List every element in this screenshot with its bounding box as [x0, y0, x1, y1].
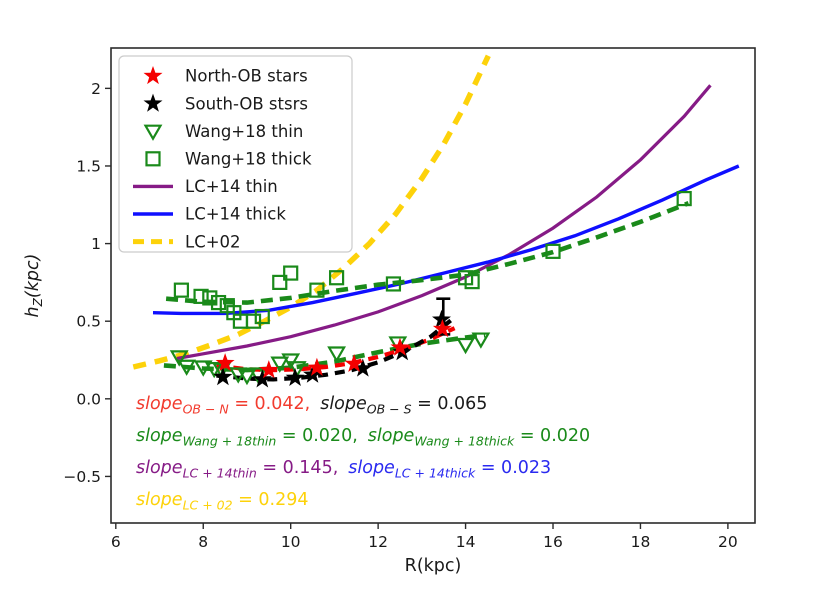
slope-annotation-1: slopeOB − N = 0.042, slopeOB − S = 0.065: [136, 394, 487, 417]
legend-label: North-OB stars: [185, 67, 308, 86]
wang18-thick-marker: [464, 274, 480, 290]
wang18-thin-marker: [456, 337, 475, 355]
legend-label: LC+14 thick: [185, 205, 286, 224]
wang18-thick-marker: [210, 294, 227, 311]
series-lc14-thin: [176, 84, 712, 361]
wang18-thin-marker: [327, 346, 347, 363]
x-tick-label: 10: [281, 533, 301, 551]
legend-label: South-OB stsrs: [185, 94, 308, 113]
wang18-thick-marker: [173, 282, 189, 298]
north-ob-marker: [259, 360, 279, 379]
x-tick-label: 16: [543, 533, 563, 551]
legend-entry-lc-02: LC+02: [133, 232, 241, 251]
wang18-thin-marker: [177, 359, 197, 376]
x-tick-label: 12: [368, 533, 388, 551]
y-tick-label: 0.5: [76, 313, 101, 331]
wang18-thin-marker: [193, 360, 213, 377]
north-ob-marker: [215, 353, 235, 372]
wang18-thin-marker: [281, 353, 301, 370]
plot-border: [110, 47, 756, 524]
legend-marker: [143, 93, 163, 112]
legend-label: Wang+18 thick: [185, 150, 312, 169]
wang18-thick-marker: [202, 290, 218, 306]
x-tick-label: 6: [111, 533, 121, 551]
wang18-thin-fit-line: [163, 332, 486, 373]
legend-entry-north-ob-stars: North-OB stars: [143, 66, 308, 86]
wang18-thin-marker: [471, 332, 491, 349]
y-tick-label: −0.5: [63, 468, 101, 486]
north-ob-marker: [307, 357, 327, 376]
x-tick-label: 8: [198, 533, 208, 551]
x-axis-label: R(kpc): [405, 556, 462, 576]
legend-label: Wang+18 thin: [185, 122, 303, 141]
legend-entry-wang-18-thin: Wang+18 thin: [143, 122, 303, 141]
y-tick-label: 1.5: [76, 157, 101, 175]
north-ob-marker: [344, 353, 364, 372]
y-tick-label: 1: [91, 235, 101, 253]
south-ob-marker: [285, 367, 305, 386]
y-tick-label: 0.0: [76, 390, 101, 408]
south-ob-marker: [213, 367, 233, 386]
legend: North-OB stars South-OB stsrs Wang+18 thin…: [118, 55, 353, 253]
wang18-thick-marker: [283, 265, 299, 281]
slope-annotation-3: slopeLC + 14thin = 0.145, slopeLC + 14thi…: [136, 458, 551, 481]
slope-annotation-4: slopeLC + 02 = 0.294: [136, 490, 308, 513]
wang18-thin-marker: [287, 361, 307, 378]
series-wang18-thick-fit: [165, 201, 690, 305]
legend-entry-wang-18-thick: Wang+18 thick: [145, 150, 312, 169]
series-wang18-thick: [173, 190, 692, 329]
wang18-thick-marker: [545, 243, 561, 259]
north-ob-marker: [390, 337, 410, 356]
south-ob-marker: [252, 369, 272, 388]
wang18-thick-marker: [193, 288, 209, 304]
legend-marker: [145, 151, 161, 167]
wang18-thick-marker: [328, 270, 345, 286]
lc02-line: [132, 54, 491, 370]
wang18-thick-fit-line: [165, 201, 690, 305]
x-tick-label: 14: [456, 533, 476, 551]
legend-box: [118, 55, 353, 253]
y-axis-label: hZ(kpc): [23, 254, 45, 318]
y-tick-label: 2: [91, 80, 101, 98]
series-wang18-thin-fit: [163, 332, 486, 373]
wang18-thick-marker: [254, 308, 270, 325]
legend-label: LC+02: [185, 232, 241, 251]
south-ob-marker: [353, 358, 373, 377]
wang18-thick-marker: [385, 276, 402, 292]
series-north-ob: [215, 319, 452, 379]
legend-label: LC+14 thin: [185, 177, 278, 196]
legend-entry-lc-14-thin: LC+14 thin: [133, 177, 278, 196]
slope-annotation-2: slopeWang + 18thin = 0.020, slopeWang + 1…: [136, 426, 590, 449]
north-ob-marker: [432, 319, 452, 338]
x-tick-label: 18: [631, 533, 651, 551]
wang18-thin-marker: [270, 356, 290, 373]
wang18-thick-marker: [272, 274, 288, 290]
south-ob-marker: [432, 309, 451, 328]
wang18-thin-marker: [169, 350, 189, 367]
legend-entry-south-ob-stsrs: South-OB stsrs: [143, 93, 308, 113]
wang18-thick-marker: [309, 282, 325, 298]
legend-entry-lc-14-thick: LC+14 thick: [133, 205, 286, 224]
lc14-thin-line: [176, 84, 712, 361]
wang18-thin-marker: [237, 368, 257, 386]
wang18-thick-marker: [676, 190, 692, 207]
x-tick-label: 20: [718, 533, 738, 551]
series-lc02: [132, 54, 491, 370]
wang18-thick-marker: [245, 313, 262, 329]
legend-marker: [143, 66, 163, 85]
legend-marker: [143, 124, 163, 141]
